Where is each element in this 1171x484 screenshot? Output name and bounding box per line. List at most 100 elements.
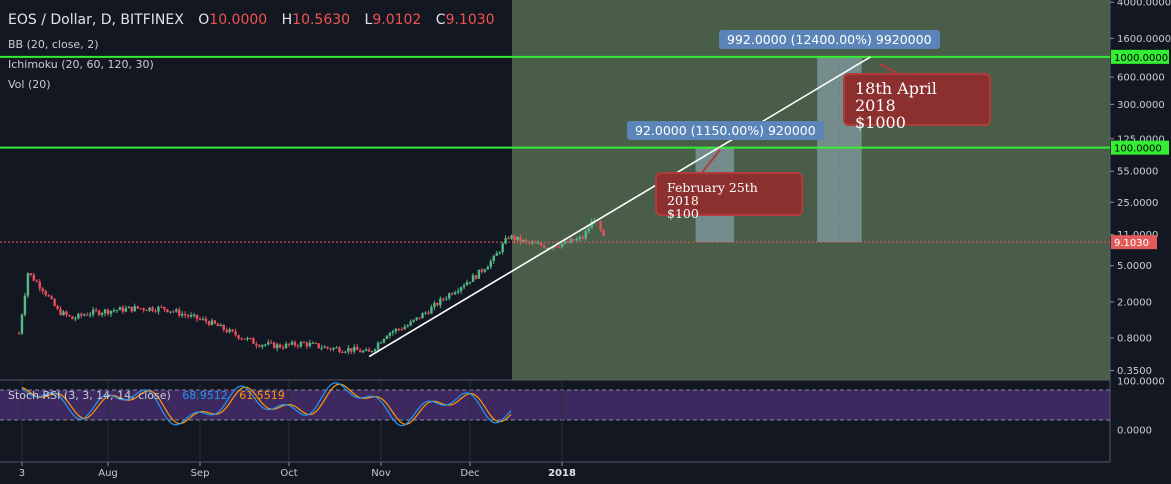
candle-body [106,309,110,314]
candle-body [225,329,228,333]
candle-body [394,328,398,332]
target-line-label-bg [1111,140,1169,155]
candle-body [65,311,68,315]
candle-body [332,347,335,350]
candle-body [308,342,311,347]
candle-body [471,275,475,282]
candle-body [370,351,374,353]
candle-body [439,298,442,306]
candle-body [545,247,549,249]
chart-header: EOS / Dollar, D, BITFINEX O10.0000 H10.5… [8,12,495,28]
measure-box-1000[interactable]: 992.0000 (12400.00%) 9920000 [719,30,940,49]
candle-body [341,351,344,353]
projection-zone [512,0,1110,380]
candle-body [477,269,481,279]
candle-body [160,306,163,308]
candle-body [563,241,567,244]
candle-body [474,275,478,279]
candle-body [124,308,128,312]
candle-body [569,239,573,243]
time-tick-label: Sep [191,468,210,479]
candle-body [320,347,323,349]
candle-body [198,318,202,320]
candle-body [204,318,208,322]
candle-body [522,239,525,242]
candle-body [430,307,433,314]
price-tick-label: 0.3500 [1117,366,1152,377]
note-feb-2018-date: February 25th 2018 [667,180,758,209]
note-feb-2018[interactable]: February 25th 2018 $100 [655,172,803,220]
time-tick-label: Dec [460,468,479,479]
measure-box-100[interactable]: 92.0000 (1150.00%) 920000 [627,121,824,140]
candle-body [403,326,406,330]
open-value: 10.0000 [209,12,268,28]
candle-body [178,309,181,316]
candle-body [361,350,365,353]
candle-body [281,347,285,349]
high-value: 10.5630 [292,12,351,28]
candle-body [462,285,466,288]
candle-body [258,345,261,347]
candle-body [252,338,255,344]
candle-body [112,310,116,312]
candle-body [323,346,326,348]
time-tick-label: 2018 [548,468,576,479]
candle-body [382,338,386,343]
candle-body [311,342,314,344]
candle-body [29,273,33,275]
candle-body [56,305,59,309]
price-tick-label: 600.0000 [1117,73,1165,84]
candle-body [584,231,587,239]
candle-body [587,228,590,232]
candle-body [453,292,457,295]
candle-body [397,328,401,330]
note-apr-2018-date: 18th April 2018 [855,79,937,115]
candle-body [519,236,522,242]
candle-body [385,335,389,339]
stoch-tick-label: 100.0000 [1117,377,1165,388]
candle-body [495,253,498,256]
indicator-bb[interactable]: BB (20, close, 2) [8,38,99,51]
candle-body [154,310,157,312]
stoch-k-line [21,382,512,427]
candle-body [442,298,445,300]
stoch-tick-label: 0.0000 [1117,426,1152,437]
time-tick-label: Aug [98,468,118,479]
candle-body [169,311,172,313]
candle-body [560,243,564,247]
candle-body [528,241,531,243]
candle-body [240,338,243,340]
stoch-rsi-legend[interactable]: Stoch RSI (3, 3, 14, 14, close) 68.9512 … [8,389,285,402]
candle-body [91,309,95,315]
candle-body [59,308,62,316]
candle-body [302,342,306,344]
last-price-label: 9.1030 [1114,238,1149,249]
candle-body [575,238,579,241]
candle-body [109,310,113,314]
candle-body [305,342,309,347]
candle-body [278,344,282,348]
indicator-vol[interactable]: Vol (20) [8,78,51,91]
candle-body [513,235,516,241]
candle-body [130,306,133,312]
candle-body [80,313,83,316]
candle-body [86,314,89,316]
candle-body [581,236,584,239]
candle-body [97,310,101,315]
candle-body [379,342,383,344]
time-tick-label: Nov [371,468,391,479]
note-apr-2018[interactable]: 18th April 2018 $1000 [843,73,991,130]
candle-body [145,310,148,312]
candle-body [421,313,424,319]
price-tick-label: 1600.0000 [1117,34,1171,45]
candle-body [166,309,169,312]
candle-body [133,306,136,312]
candle-body [195,314,199,319]
indicator-ichimoku[interactable]: Ichimoku (20, 60, 120, 30) [8,58,154,71]
candle-body [566,241,570,243]
candle-body [89,314,92,316]
stoch-rsi-band [0,390,1110,420]
candle-body [593,220,596,222]
candle-body [26,273,30,296]
